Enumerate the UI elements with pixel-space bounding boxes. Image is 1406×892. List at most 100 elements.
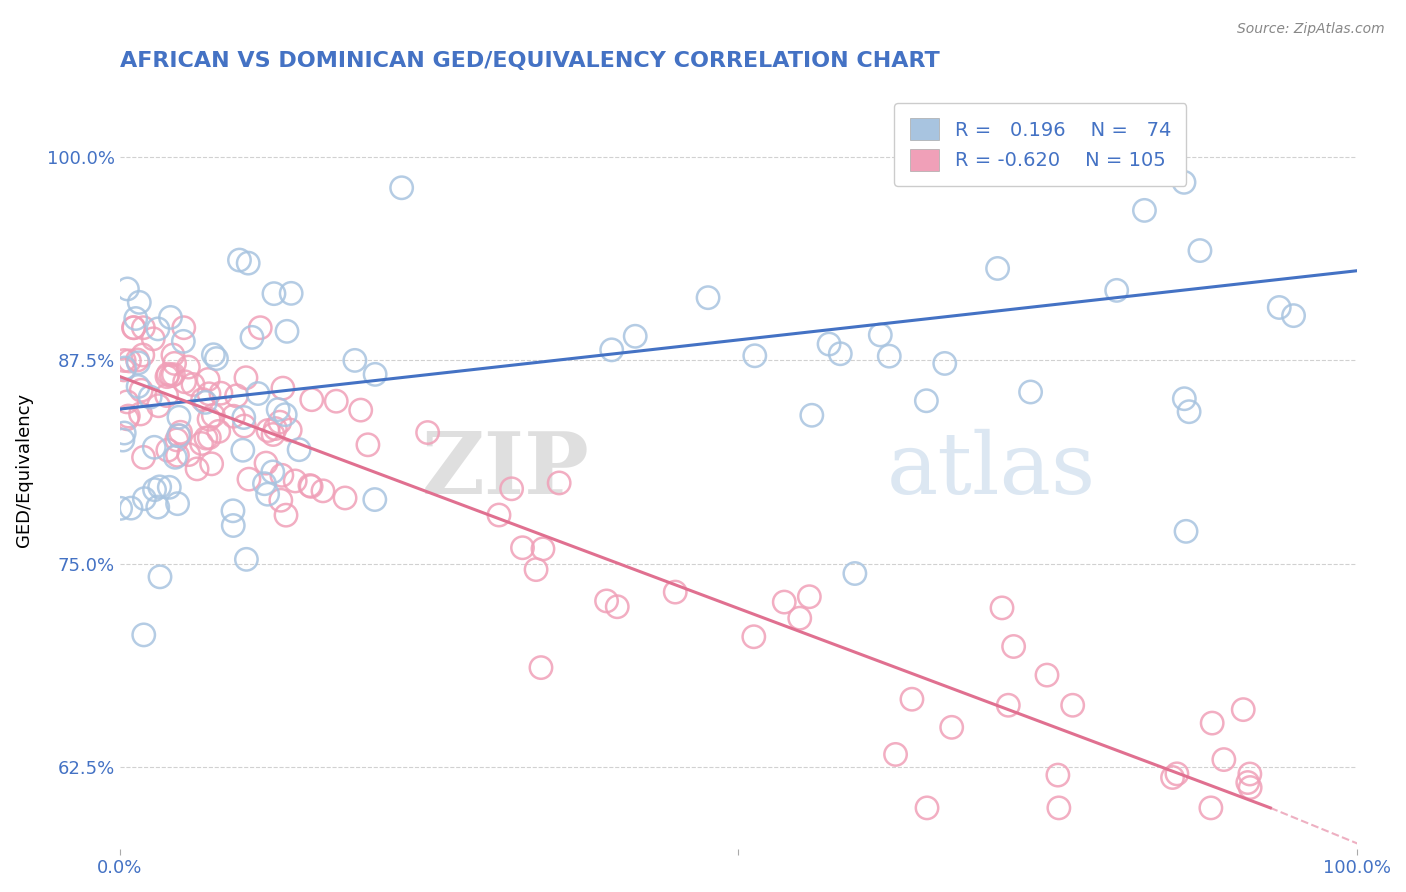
Point <box>156 369 179 384</box>
Point <box>132 628 155 642</box>
Point <box>262 427 284 442</box>
Point <box>257 424 280 438</box>
Point <box>1062 698 1084 713</box>
Point <box>915 393 938 408</box>
Text: atlas: atlas <box>887 428 1095 512</box>
Point <box>1166 767 1188 781</box>
Point <box>156 388 179 402</box>
Point <box>159 310 181 325</box>
Point <box>742 630 765 644</box>
Point <box>274 508 297 523</box>
Point <box>997 698 1019 713</box>
Text: AFRICAN VS DOMINICAN GED/EQUIVALENCY CORRELATION CHART: AFRICAN VS DOMINICAN GED/EQUIVALENCY COR… <box>120 51 939 70</box>
Point <box>274 408 297 422</box>
Point <box>773 595 796 609</box>
Point <box>114 361 136 376</box>
Point <box>941 720 963 734</box>
Point <box>166 497 188 511</box>
Point <box>198 386 221 401</box>
Point <box>194 395 217 409</box>
Point <box>122 320 145 334</box>
Point <box>166 448 188 462</box>
Point <box>142 332 165 346</box>
Point <box>664 585 686 599</box>
Point <box>143 440 166 454</box>
Point <box>139 390 162 404</box>
Point <box>163 356 186 370</box>
Point <box>1212 753 1234 767</box>
Point <box>1173 392 1195 406</box>
Point <box>132 320 155 334</box>
Point <box>531 541 554 556</box>
Point <box>1175 524 1198 539</box>
Point <box>364 492 387 507</box>
Point <box>156 443 179 458</box>
Point <box>112 425 135 440</box>
Point <box>1239 780 1261 795</box>
Point <box>117 409 139 423</box>
Point <box>115 395 138 409</box>
Point <box>125 311 148 326</box>
Point <box>350 403 373 417</box>
Point <box>201 457 224 471</box>
Point <box>235 370 257 384</box>
Point <box>167 428 190 442</box>
Point <box>789 611 811 625</box>
Point <box>225 389 247 403</box>
Point <box>238 256 260 270</box>
Point <box>157 367 180 381</box>
Point <box>606 599 628 614</box>
Point <box>148 399 170 413</box>
Point <box>254 456 277 470</box>
Point <box>1236 775 1258 789</box>
Legend: R =   0.196    N =   74, R = -0.620    N = 105: R = 0.196 N = 74, R = -0.620 N = 105 <box>894 103 1187 186</box>
Point <box>122 320 145 334</box>
Point <box>169 425 191 440</box>
Point <box>269 415 291 429</box>
Point <box>110 501 132 516</box>
Point <box>744 349 766 363</box>
Point <box>253 476 276 491</box>
Point <box>132 450 155 465</box>
Point <box>111 433 134 447</box>
Point <box>800 409 823 423</box>
Point <box>256 487 278 501</box>
Point <box>191 392 214 407</box>
Point <box>149 480 172 494</box>
Point <box>1019 384 1042 399</box>
Point <box>280 286 302 301</box>
Point <box>624 329 647 343</box>
Point <box>246 386 269 401</box>
Point <box>901 692 924 706</box>
Point <box>1047 801 1070 815</box>
Point <box>127 353 149 368</box>
Point <box>312 483 335 498</box>
Point <box>1036 668 1059 682</box>
Point <box>271 381 294 395</box>
Point <box>167 410 190 425</box>
Point <box>157 480 180 494</box>
Point <box>240 330 263 344</box>
Point <box>301 392 323 407</box>
Point <box>325 394 347 409</box>
Point <box>501 482 523 496</box>
Point <box>488 508 510 522</box>
Point <box>117 282 139 296</box>
Point <box>1199 801 1222 815</box>
Point <box>270 468 292 483</box>
Point <box>1105 284 1128 298</box>
Point <box>177 448 200 462</box>
Point <box>209 386 232 401</box>
Point <box>177 360 200 375</box>
Point <box>830 347 852 361</box>
Point <box>208 425 231 439</box>
Point <box>162 348 184 362</box>
Point <box>205 351 228 366</box>
Point <box>149 570 172 584</box>
Point <box>129 384 152 398</box>
Point <box>416 425 439 440</box>
Point <box>264 421 287 435</box>
Point <box>1201 716 1223 731</box>
Point <box>1133 203 1156 218</box>
Point <box>548 475 571 490</box>
